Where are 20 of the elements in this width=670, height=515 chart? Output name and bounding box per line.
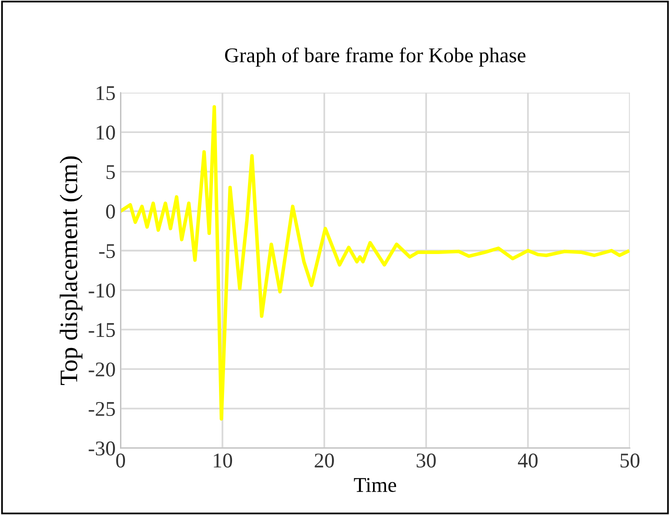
x-axis-title: Time: [354, 478, 396, 492]
x-tick-label: 30: [416, 454, 436, 468]
y-tick-label: -25: [88, 402, 115, 416]
y-tick-label: -20: [88, 362, 115, 377]
y-tick-label: 5: [106, 165, 115, 180]
x-tick-label: 50: [620, 454, 640, 468]
x-tick-label: 10: [214, 454, 232, 468]
y-axis-title: Top displacement (cm): [60, 156, 82, 385]
chart-title: Graph of bare frame for Kobe phase: [225, 47, 526, 67]
line-series: [120, 105, 630, 421]
y-tick-label: 15: [96, 86, 115, 100]
x-tick-label: 20: [314, 454, 334, 468]
y-tick-label: -30: [88, 441, 115, 456]
y-tick-label: -15: [88, 323, 115, 338]
x-tick-label: 0: [116, 454, 126, 468]
x-tick-label: 40: [518, 454, 538, 468]
y-tick-label: -10: [88, 283, 115, 298]
y-tick-label: 10: [96, 126, 115, 140]
y-tick-label: 0: [106, 204, 115, 219]
y-tick-label: -5: [99, 244, 115, 258]
